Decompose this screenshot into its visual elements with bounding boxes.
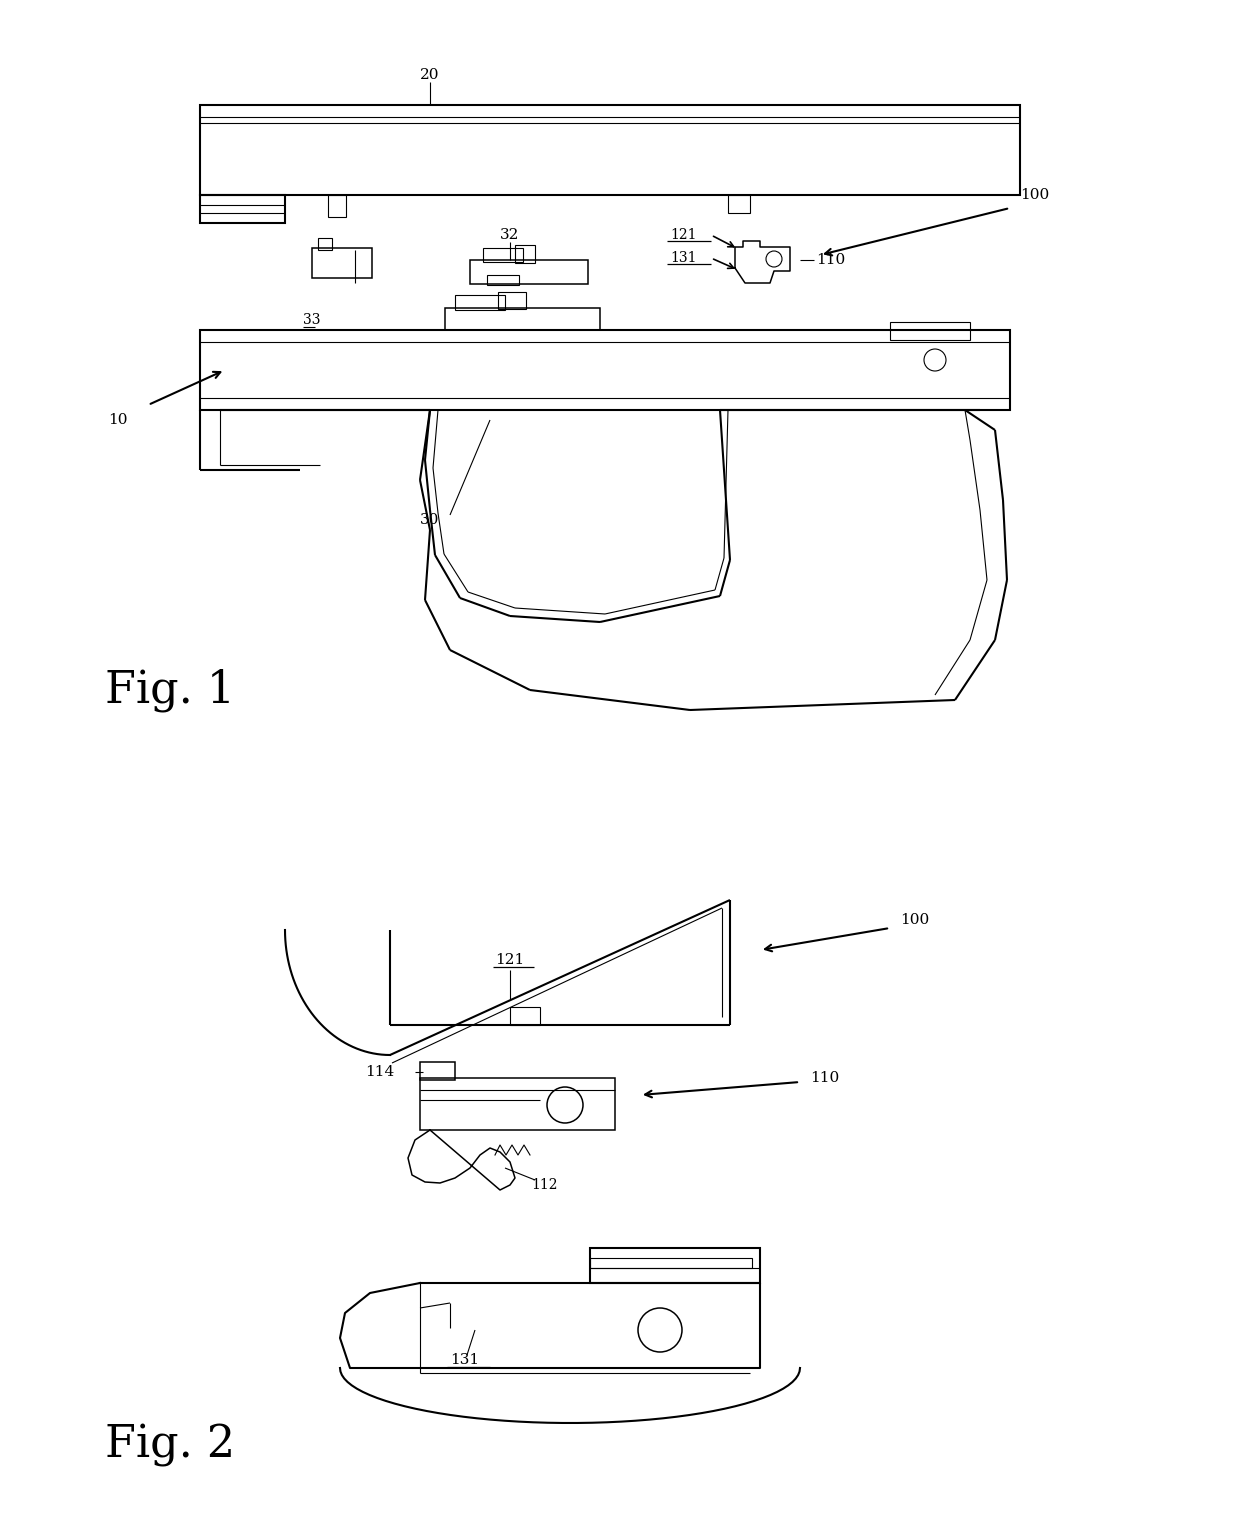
Bar <box>470 260 588 284</box>
Bar <box>420 1062 455 1080</box>
Bar <box>200 196 285 223</box>
Text: 100: 100 <box>900 914 929 927</box>
Text: 114: 114 <box>365 1065 394 1079</box>
Bar <box>200 105 1021 196</box>
Text: Fig. 1: Fig. 1 <box>105 668 236 712</box>
Text: Fig. 2: Fig. 2 <box>105 1424 236 1467</box>
Bar <box>200 330 1011 410</box>
Text: 121: 121 <box>495 953 525 967</box>
Text: 33: 33 <box>303 313 320 327</box>
Bar <box>329 196 346 217</box>
Bar <box>890 322 970 341</box>
Bar <box>487 275 520 286</box>
Bar <box>510 1007 539 1025</box>
Text: 100: 100 <box>1021 188 1049 202</box>
Bar <box>590 1258 751 1268</box>
Text: 10: 10 <box>108 413 128 426</box>
Bar <box>728 196 750 212</box>
Text: 30: 30 <box>420 513 440 527</box>
Bar <box>498 292 526 309</box>
Bar <box>590 1248 760 1284</box>
Text: 112: 112 <box>532 1178 558 1192</box>
Text: 131: 131 <box>450 1352 480 1368</box>
Text: 131: 131 <box>671 251 697 264</box>
Bar <box>455 295 505 310</box>
Text: 110: 110 <box>816 254 846 267</box>
Bar <box>445 309 600 330</box>
Bar <box>312 248 372 278</box>
Text: 20: 20 <box>420 69 440 83</box>
Bar <box>317 238 332 251</box>
Text: 110: 110 <box>810 1071 839 1085</box>
Bar <box>420 1077 615 1131</box>
Text: 32: 32 <box>500 228 520 241</box>
Bar <box>515 244 534 263</box>
Bar <box>484 248 523 261</box>
Text: 121: 121 <box>671 228 697 241</box>
